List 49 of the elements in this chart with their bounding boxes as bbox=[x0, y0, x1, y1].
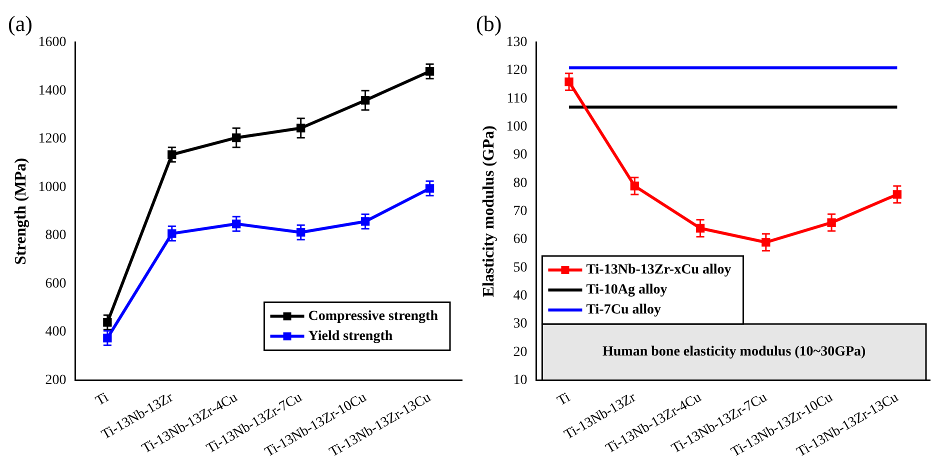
point bbox=[762, 238, 770, 247]
y-tick-label: 200 bbox=[45, 372, 66, 388]
y-tick-label: 1600 bbox=[38, 35, 66, 50]
y-tick-label: 130 bbox=[506, 35, 528, 50]
y-tick-label: 120 bbox=[506, 63, 528, 78]
chart-title: (a) bbox=[8, 10, 32, 36]
y-tick-label: 30 bbox=[513, 316, 528, 332]
y-tick-label: 600 bbox=[45, 276, 66, 292]
legend-label: Ti-13Nb-13Zr-xCu alloy bbox=[586, 262, 732, 278]
chart-title: (b) bbox=[476, 10, 502, 36]
y-tick-label: 20 bbox=[513, 344, 528, 360]
y-tick-label: 10 bbox=[513, 372, 528, 388]
point bbox=[168, 229, 176, 238]
y-tick-label: 800 bbox=[45, 228, 66, 244]
legend-label: Compressive strength bbox=[308, 308, 438, 324]
point bbox=[360, 96, 370, 105]
y-tick-label: 100 bbox=[506, 120, 528, 135]
y-tick-label: 400 bbox=[45, 324, 66, 340]
point bbox=[360, 217, 370, 226]
point bbox=[232, 133, 241, 142]
point bbox=[425, 184, 434, 193]
point bbox=[892, 190, 902, 199]
point bbox=[296, 228, 306, 237]
point bbox=[232, 220, 241, 228]
point bbox=[103, 318, 112, 327]
y-tick-label: 1400 bbox=[38, 83, 66, 98]
y-axis-title: Elasticity modulus (GPa) bbox=[480, 126, 498, 298]
y-tick-label: 50 bbox=[513, 260, 528, 276]
point bbox=[296, 124, 306, 132]
point bbox=[827, 218, 836, 227]
point bbox=[103, 334, 112, 342]
point bbox=[564, 77, 574, 86]
y-tick-label: 80 bbox=[513, 176, 528, 191]
point bbox=[630, 182, 639, 190]
point bbox=[425, 67, 434, 76]
legend-label: Ti-10Ag alloy bbox=[586, 282, 668, 298]
legend-label: Ti-7Cu alloy bbox=[586, 302, 662, 318]
y-tick-label: 90 bbox=[513, 148, 528, 163]
band-label: Human bone elasticity modulus (10~30GPa) bbox=[602, 344, 866, 360]
y-tick-label: 1000 bbox=[38, 180, 66, 195]
y-tick-label: 70 bbox=[513, 204, 528, 220]
y-tick-label: 60 bbox=[513, 232, 528, 248]
legend-label: Yield strength bbox=[308, 328, 393, 344]
y-tick-label: 1200 bbox=[38, 132, 66, 147]
y-tick-label: 40 bbox=[513, 288, 528, 304]
y-tick-label: 110 bbox=[506, 91, 528, 106]
point bbox=[168, 150, 176, 159]
y-axis-title: Strength (MPa) bbox=[12, 158, 30, 265]
point bbox=[696, 224, 705, 233]
